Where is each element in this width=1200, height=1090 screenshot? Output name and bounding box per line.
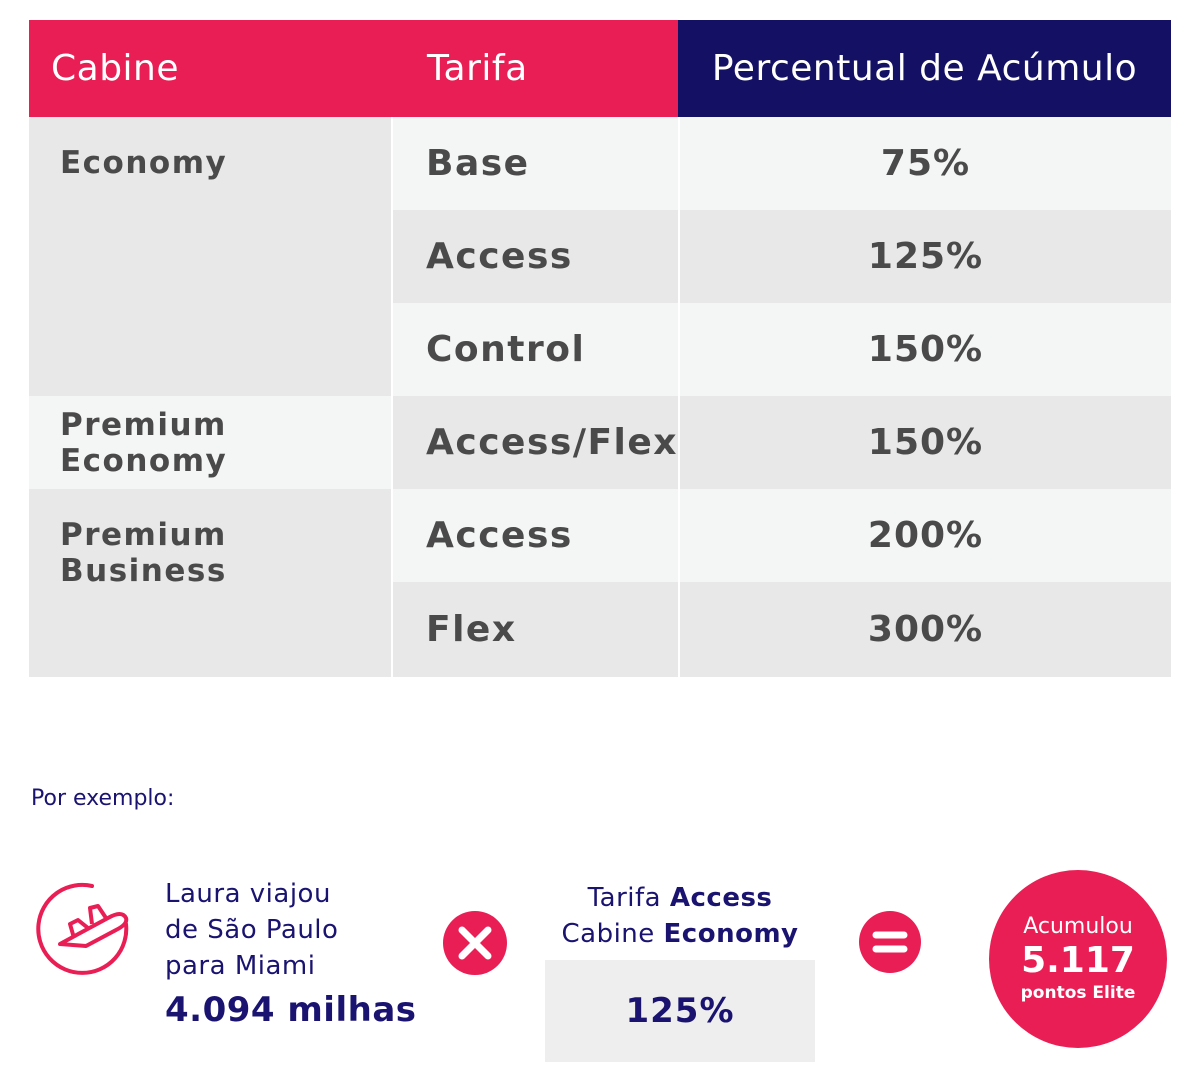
result-label: Acumulou [1023, 914, 1133, 939]
trip-description: Laura viajou de São Paulo para Miami [165, 876, 465, 984]
multiply-icon [443, 911, 507, 975]
trip-line: de São Paulo [165, 915, 339, 945]
header-tarifa: Tarifa [393, 20, 678, 117]
airplane-icon [36, 882, 129, 975]
cabin-prefix: Cabine [561, 919, 655, 949]
header-cabine: Cabine [29, 20, 393, 117]
equals-icon [859, 911, 921, 973]
percent-cell: 125% [680, 210, 1171, 303]
percent-cell: 200% [680, 489, 1171, 582]
trip-line: para Miami [165, 951, 316, 981]
fare-cabin-info: Tarifa Access Cabine Economy [545, 880, 815, 952]
cabin-economy: Economy [29, 117, 391, 396]
header-percentual: Percentual de Acúmulo [678, 20, 1171, 117]
cabin-premium-economy: Premium Economy [29, 396, 391, 489]
percent-cell: 150% [680, 303, 1171, 396]
result-circle: Acumulou 5.117 pontos Elite [989, 870, 1167, 1048]
miles-value: 4.094 milhas [165, 990, 417, 1030]
percent-cell: 300% [680, 582, 1171, 677]
tarifa-cell: Access [393, 489, 678, 582]
fare-line: Tarifa Access [545, 880, 815, 916]
fare-value: Access [669, 883, 773, 913]
cabin-premium-business: Premium Business [29, 489, 391, 677]
tarifa-cell: Flex [393, 582, 678, 677]
accrual-table: Cabine Tarifa Percentual de Acúmulo Econ… [29, 20, 1171, 685]
result-value: 5.117 [1021, 940, 1135, 981]
tarifa-cell: Access [393, 210, 678, 303]
fare-prefix: Tarifa [587, 883, 662, 913]
cabin-value: Economy [663, 919, 799, 949]
percent-cell: 75% [680, 117, 1171, 210]
trip-line: Laura viajou [165, 879, 331, 909]
tarifa-cell: Control [393, 303, 678, 396]
percent-cell: 150% [680, 396, 1171, 489]
cabin-line: Cabine Economy [545, 916, 815, 952]
example-label: Por exemplo: [31, 786, 175, 811]
tarifa-cell: Base [393, 117, 678, 210]
result-unit: pontos Elite [1020, 983, 1136, 1003]
tarifa-cell: Access/Flex [393, 396, 678, 489]
example-percent: 125% [545, 960, 815, 1062]
